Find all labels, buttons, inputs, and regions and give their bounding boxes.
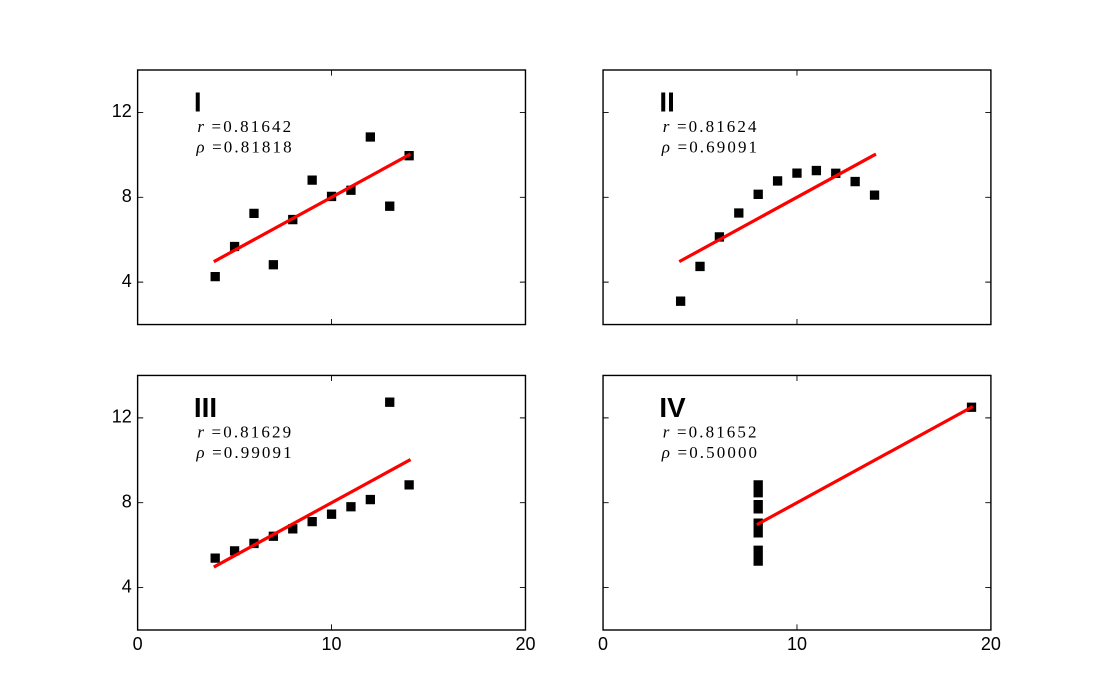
svg-text:10: 10 bbox=[322, 634, 342, 654]
svg-text:ρ =0.99091: ρ =0.99091 bbox=[195, 443, 293, 462]
svg-text:20: 20 bbox=[515, 634, 535, 654]
svg-text:r =0.81624: r =0.81624 bbox=[663, 117, 759, 136]
svg-text:IV: IV bbox=[659, 392, 686, 423]
svg-text:12: 12 bbox=[112, 101, 132, 121]
svg-text:III: III bbox=[194, 392, 217, 423]
svg-text:ρ =0.81818: ρ =0.81818 bbox=[195, 138, 293, 157]
svg-text:10: 10 bbox=[787, 634, 807, 654]
svg-text:0: 0 bbox=[598, 634, 608, 654]
svg-text:ρ =0.50000: ρ =0.50000 bbox=[661, 443, 759, 462]
svg-text:8: 8 bbox=[122, 186, 132, 206]
svg-text:II: II bbox=[659, 87, 674, 118]
svg-text:I: I bbox=[194, 87, 202, 118]
svg-text:8: 8 bbox=[122, 491, 132, 511]
svg-text:r =0.81652: r =0.81652 bbox=[663, 422, 759, 441]
svg-text:ρ =0.69091: ρ =0.69091 bbox=[661, 138, 759, 157]
svg-text:4: 4 bbox=[122, 576, 132, 596]
svg-text:20: 20 bbox=[981, 634, 1001, 654]
svg-text:12: 12 bbox=[112, 407, 132, 427]
svg-text:r =0.81642: r =0.81642 bbox=[197, 117, 293, 136]
svg-text:r =0.81629: r =0.81629 bbox=[197, 422, 293, 441]
svg-text:0: 0 bbox=[133, 634, 143, 654]
svg-text:4: 4 bbox=[122, 271, 132, 291]
